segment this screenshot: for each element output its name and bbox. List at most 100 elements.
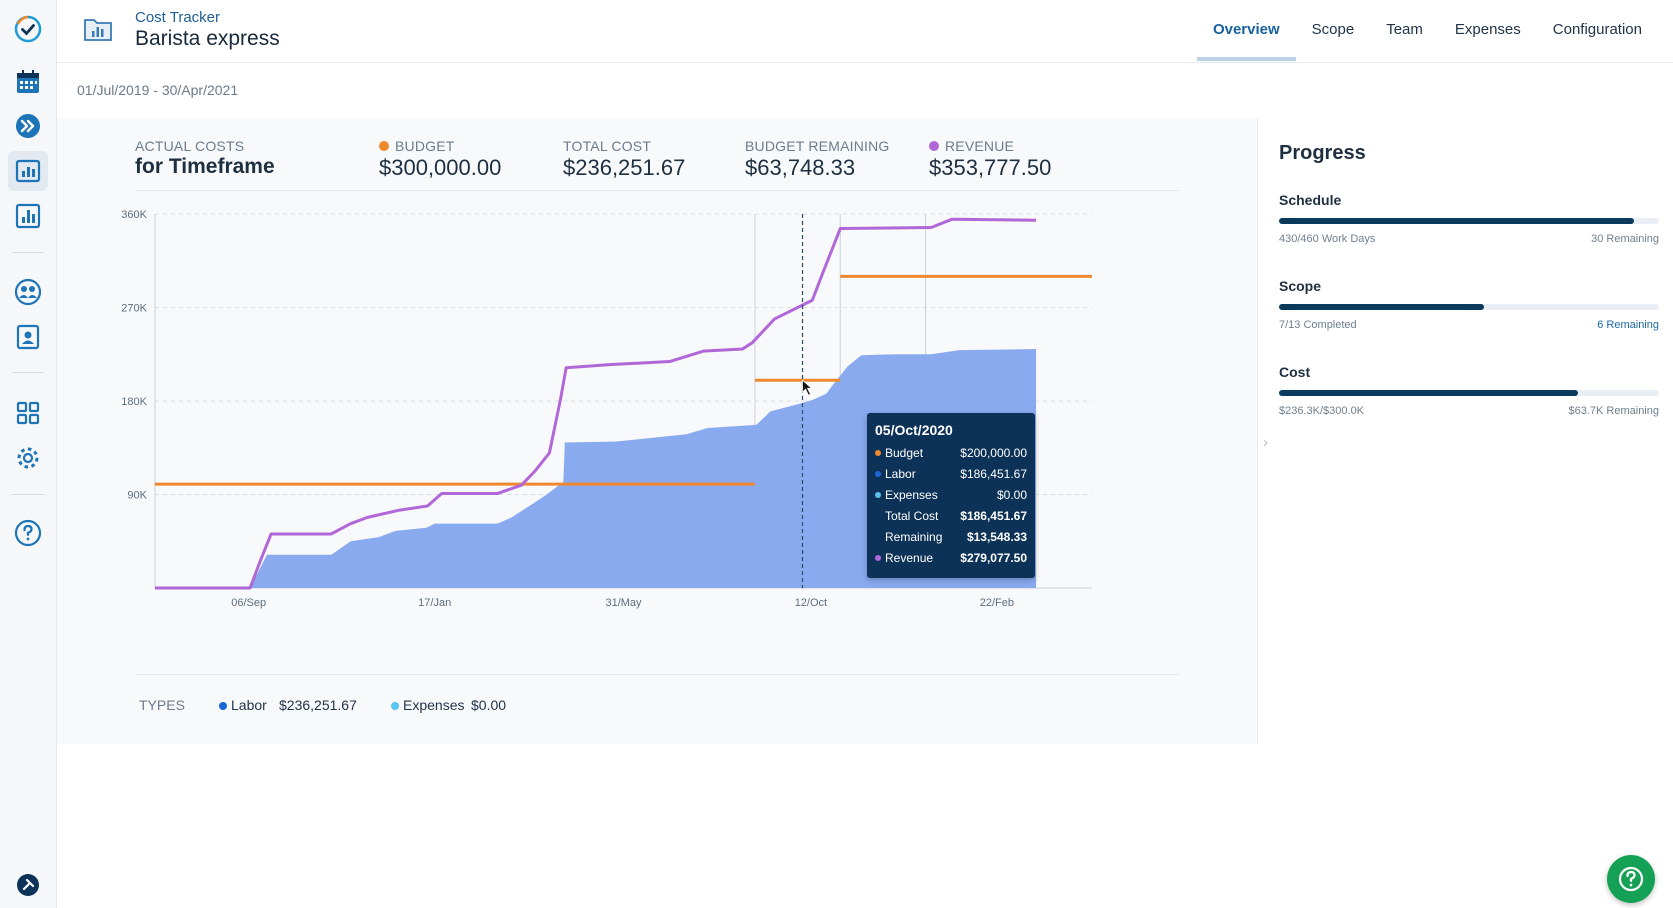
reports-chart-icon[interactable] (8, 196, 48, 236)
page-header: Cost Tracker Barista express Overview Sc… (57, 0, 1673, 63)
tooltip-labor-dot (875, 471, 881, 477)
tab-expenses[interactable]: Expenses (1454, 21, 1521, 38)
tooltip-budget-dot (875, 450, 881, 456)
stat-budget-label-wrap: BUDGET (379, 138, 501, 154)
app-name[interactable]: Cost Tracker (135, 9, 221, 26)
help-question-icon[interactable] (8, 513, 48, 553)
collapse-chevron-icon[interactable]: › (1263, 434, 1268, 451)
stat-actual: ACTUAL COSTS for Timeframe (135, 138, 275, 179)
types-legend: TYPES Labor $236,251.67 Expenses $0.00 (135, 674, 1179, 723)
schedule-title: Schedule (1279, 192, 1342, 208)
chart-tooltip: 05/Oct/2020 Budget $200,000.00 Labor $18… (867, 413, 1035, 578)
expenses-dot (391, 702, 399, 710)
x-tick-label: 17/Jan (418, 597, 451, 609)
stats-row: ACTUAL COSTS for Timeframe BUDGET $300,0… (135, 138, 1179, 191)
schedule-foot: 430/460 Work Days 30 Remaining (1279, 233, 1659, 247)
x-tick-label: 22/Feb (980, 597, 1014, 609)
calendar-icon[interactable] (8, 62, 48, 102)
folder-chart-icon (84, 19, 112, 41)
settings-gear-icon[interactable] (8, 438, 48, 478)
tooltip-remaining-value: $13,548.33 (966, 530, 1027, 544)
x-tick-label: 31/May (605, 597, 642, 609)
cost-left: $236.3K/$300.0K (1279, 405, 1365, 417)
stat-total-value: $236,251.67 (563, 155, 686, 180)
progress-schedule: Schedule 430/460 Work Days 30 Remaining (1279, 192, 1659, 247)
tooltip-expenses-label-wrap: Expenses (875, 488, 938, 502)
cost-foot: $236.3K/$300.0K $63.7K Remaining (1279, 405, 1659, 419)
revenue-dot (929, 141, 939, 151)
labor-dot (219, 702, 227, 710)
tooltip-remaining-label: Remaining (885, 530, 943, 544)
tab-overview[interactable]: Overview (1196, 0, 1296, 61)
tooltip-row-expenses: Expenses $0.00 (875, 488, 1027, 504)
apps-grid-icon[interactable] (8, 393, 48, 433)
tooltip-row-revenue: Revenue $279,077.50 (875, 551, 1027, 567)
stat-revenue-label-wrap: REVENUE (929, 138, 1051, 154)
tooltip-labor-label-wrap: Labor (875, 467, 916, 481)
x-tick-label: 12/Oct (795, 597, 827, 609)
legend-expenses-label: Expenses (403, 697, 465, 713)
tooltip-total-label: Total Cost (885, 509, 939, 523)
cost-tracker-icon[interactable] (8, 151, 48, 191)
scope-track (1279, 304, 1659, 310)
tooltip-labor-label: Labor (885, 467, 916, 481)
tooltip-revenue-dot (875, 555, 881, 561)
stat-total: TOTAL COST $236,251.67 (563, 138, 685, 181)
cost-track (1279, 390, 1659, 396)
tab-configuration[interactable]: Configuration (1552, 21, 1642, 38)
budget-dot (379, 141, 389, 151)
tooltip-row-budget: Budget $200,000.00 (875, 446, 1027, 462)
tab-scope[interactable]: Scope (1311, 21, 1355, 38)
left-nav-rail (0, 0, 57, 908)
tooltip-expenses-label: Expenses (885, 488, 938, 502)
rail-divider (12, 494, 44, 495)
tab-team[interactable]: Team (1386, 21, 1423, 38)
schedule-left: 430/460 Work Days (1279, 233, 1376, 245)
stat-actual-label: ACTUAL COSTS (135, 138, 245, 154)
progress-scope: Scope 7/13 Completed 6 Remaining (1279, 278, 1659, 333)
rail-divider (12, 372, 44, 373)
tooltip-budget-label: Budget (885, 446, 924, 460)
scope-title: Scope (1279, 278, 1322, 294)
mouse-cursor-icon (802, 379, 813, 396)
team-people-icon[interactable] (8, 272, 48, 312)
scope-remaining-link[interactable]: 6 Remaining (1597, 319, 1659, 331)
tooltip-row-labor: Labor $186,451.67 (875, 467, 1027, 483)
legend-labor[interactable]: Labor (219, 697, 267, 713)
help-fab-button[interactable] (1607, 855, 1655, 903)
legend-expenses[interactable]: Expenses (391, 697, 464, 713)
y-tick-label: 270K (121, 303, 147, 315)
tooltip-revenue-label: Revenue (885, 551, 934, 565)
schedule-track (1279, 218, 1659, 224)
stat-revenue-label: REVENUE (945, 138, 1015, 154)
tooltip-revenue-label-wrap: Revenue (875, 551, 933, 565)
help-fab-icon (1618, 866, 1644, 892)
contact-card-icon[interactable] (8, 317, 48, 357)
stat-revenue: REVENUE $353,777.50 (929, 138, 1051, 181)
logo-check-icon[interactable] (8, 9, 48, 49)
scope-left: 7/13 Completed (1279, 319, 1357, 331)
tooltip-budget-label-wrap: Budget (875, 446, 923, 460)
tooltip-labor-value: $186,451.67 (960, 467, 1027, 481)
date-range[interactable]: 01/Jul/2019 - 30/Apr/2021 (77, 82, 239, 98)
types-label: TYPES (139, 697, 185, 713)
tooltip-total-value: $186,451.67 (960, 509, 1027, 523)
tooltip-revenue-value: $279,077.50 (960, 551, 1027, 565)
stat-remaining: BUDGET REMAINING $63,748.33 (745, 138, 890, 181)
pin-icon[interactable] (8, 865, 48, 905)
cost-chart[interactable]: 360K 270K 180K 90K 06/Sep 17/Jan 31/May 12/Oct 2… (57, 202, 1257, 662)
revenue-line (155, 217, 1037, 590)
legend-labor-value: $236,251.67 (279, 697, 357, 713)
labor-area (155, 349, 1037, 588)
scope-foot: 7/13 Completed 6 Remaining (1279, 319, 1659, 333)
tooltip-expenses-dot (875, 492, 881, 498)
fast-forward-icon[interactable] (8, 106, 48, 146)
project-title: Barista express (135, 27, 280, 50)
legend-labor-label: Labor (231, 697, 267, 713)
stat-budget-label: BUDGET (395, 138, 455, 154)
stat-budget-value: $300,000.00 (379, 155, 502, 180)
y-tick-label: 180K (121, 396, 147, 408)
legend-expenses-value: $0.00 (471, 697, 507, 713)
tooltip-date: 05/Oct/2020 (875, 422, 953, 438)
stat-total-label: TOTAL COST (563, 138, 652, 154)
